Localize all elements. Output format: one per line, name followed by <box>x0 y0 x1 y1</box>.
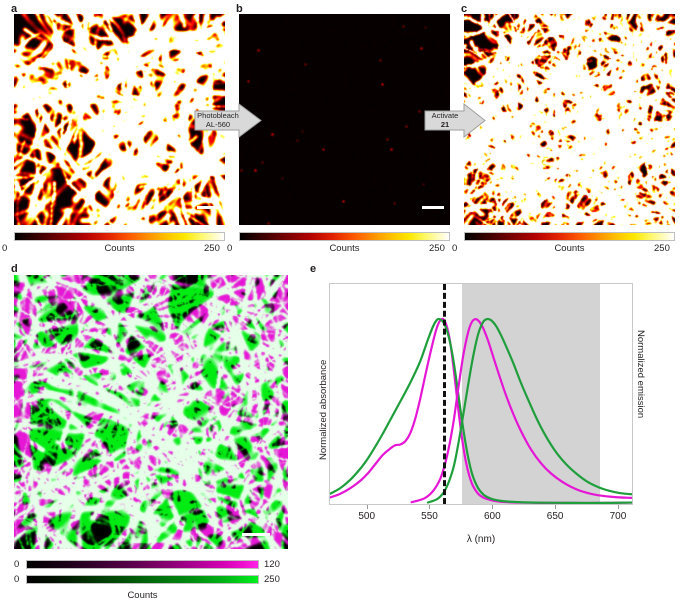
colorbar-a: 0 Counts 250 <box>2 232 225 254</box>
panel-letter-a: a <box>11 3 18 15</box>
x-tick-500 <box>366 505 368 509</box>
x-axis-label: λ (nm) <box>466 534 496 545</box>
micrograph-panel-d <box>14 275 288 549</box>
colorbar-title-a: Counts <box>104 243 135 254</box>
activate-arrow: Activate 21 <box>424 102 486 139</box>
colorbar-c: 0 Counts 250 <box>452 232 675 254</box>
x-tick-label-650: 650 <box>546 511 564 522</box>
panel-letter-d: d <box>11 263 18 275</box>
curve-21-emission <box>426 317 632 504</box>
panel-letter-b: b <box>236 3 243 15</box>
colorbar-d-magenta: 0 120 <box>14 560 280 571</box>
scale-bar-c <box>647 206 669 209</box>
x-tick-550 <box>429 505 431 509</box>
curve-al-560-emission <box>410 317 632 504</box>
colorbar-b: 0 Counts 250 <box>227 232 450 254</box>
colorbar-max-d-green: 250 <box>264 574 280 585</box>
x-tick-label-500: 500 <box>358 511 376 522</box>
colorbar-min-a: 0 <box>2 243 8 254</box>
arrow-shape-icon <box>424 102 486 139</box>
micrograph-panel-b <box>239 14 450 225</box>
colorbar-min-d-green: 0 <box>14 574 20 585</box>
micrograph-panel-a <box>14 14 225 225</box>
spectra-chart: 500 550 600 650 700 λ (nm) Normalized absorb… <box>305 272 688 562</box>
colorbar-gradient-c <box>464 232 675 241</box>
x-tick-600 <box>492 505 494 509</box>
x-tick-label-550: 550 <box>421 511 438 522</box>
excitation-line-560 <box>443 284 447 504</box>
colorbar-title-d: Counts <box>127 590 158 601</box>
panel-letter-e: e <box>310 263 317 275</box>
colorbar-gradient-b <box>239 232 450 241</box>
panel-letter-c: c <box>461 3 468 15</box>
colorbar-gradient-d-magenta <box>26 560 259 569</box>
colorbar-title-b: Counts <box>329 243 360 254</box>
colorbar-max-c: 250 <box>654 243 670 254</box>
x-tick-650 <box>555 505 557 509</box>
y-axis-label-right: Normalized emission <box>635 330 646 419</box>
y-axis-label-left: Normalized absorbance <box>318 359 329 460</box>
colorbar-max-d-magenta: 120 <box>264 559 280 570</box>
colorbar-min-d-magenta: 0 <box>14 559 20 570</box>
colorbar-max-b: 250 <box>429 243 445 254</box>
photobleach-arrow: Photobleach AL-560 <box>194 103 262 138</box>
colorbar-gradient-d-green <box>26 575 259 584</box>
curve-21-absorbance <box>330 317 632 504</box>
arrow-shape-icon <box>194 103 262 138</box>
x-tick-label-700: 700 <box>609 511 627 522</box>
spectra-curves <box>330 317 632 504</box>
x-tick-700 <box>617 505 619 509</box>
colorbar-max-a: 250 <box>204 243 220 254</box>
micrograph-panel-c <box>464 14 675 225</box>
scale-bar-a <box>197 206 219 209</box>
colorbar-min-c: 0 <box>452 243 458 254</box>
scale-bar-b <box>422 206 444 209</box>
scale-bar-d <box>242 533 270 536</box>
colorbar-gradient-a <box>14 232 225 241</box>
plot-area <box>329 283 633 505</box>
colorbar-title-c: Counts <box>554 243 585 254</box>
colorbar-d-green: 0 250 <box>14 575 280 586</box>
curve-al-560-absorbance <box>330 317 632 504</box>
x-tick-label-600: 600 <box>483 511 501 522</box>
colorbar-min-b: 0 <box>227 243 233 254</box>
